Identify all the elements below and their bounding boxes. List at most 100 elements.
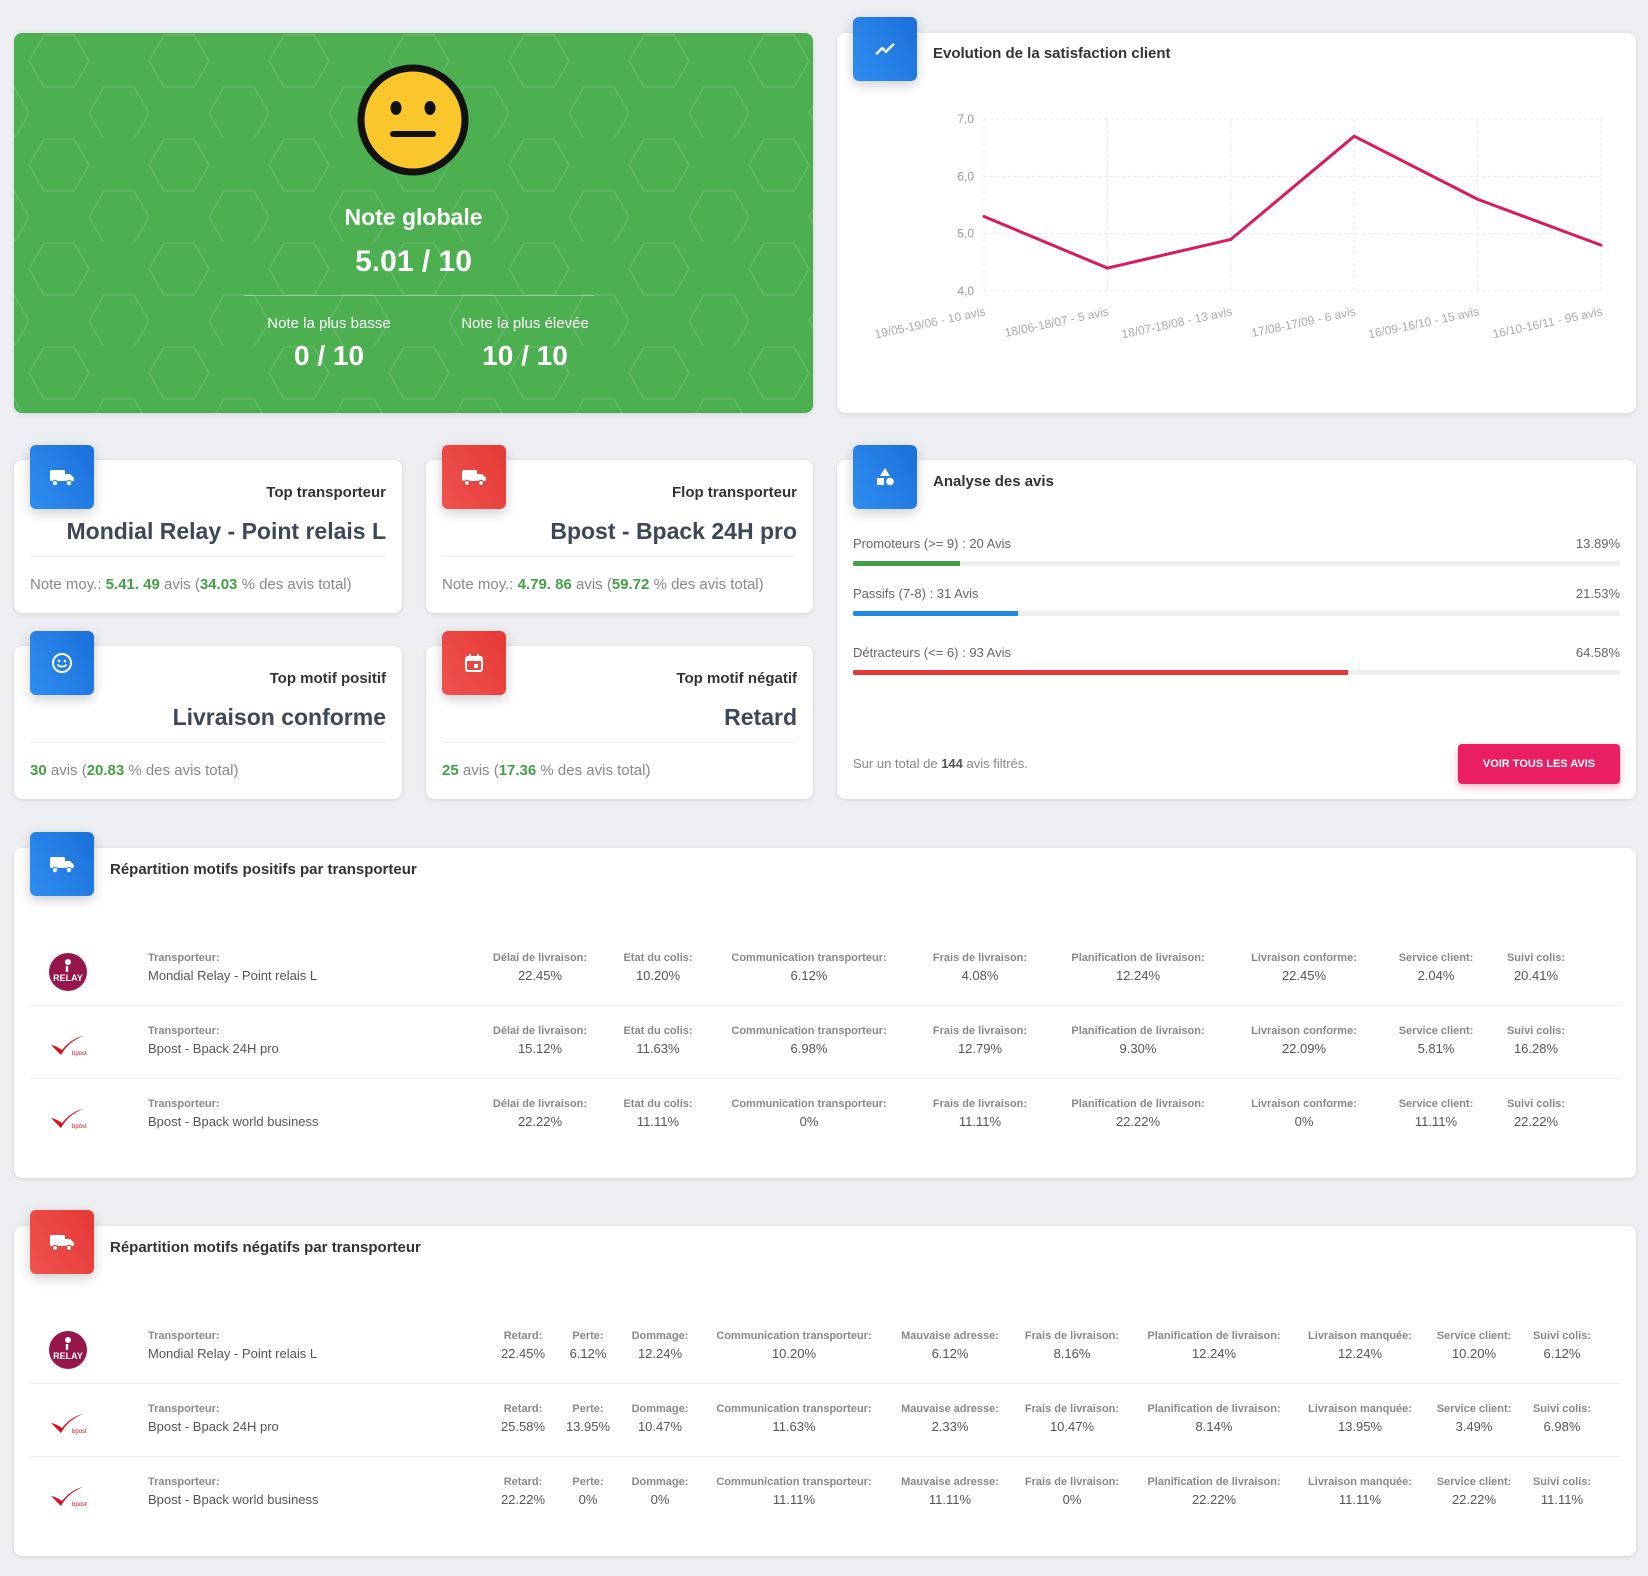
card-title: Evolution de la satisfaction client	[933, 45, 1171, 62]
reason-value: 22.22%	[1115, 1114, 1161, 1129]
top-carrier-value: Mondial Relay - Point relais L	[66, 518, 386, 544]
reason-label: Suivi colis:	[1506, 1025, 1566, 1037]
reason-label: Suivi colis:	[1532, 1403, 1592, 1415]
flop-carrier-value: Bpost - Bpack 24H pro	[550, 518, 797, 544]
reason-label: Etat du colis:	[623, 952, 693, 964]
reason-cell: Perte: 13.95%	[566, 1403, 610, 1434]
table-row: bpost Transporteur: Bpost - Bpack 24H pro R…	[30, 1385, 1620, 1457]
reason-cell: Frais de livraison: 12.79%	[933, 1025, 1027, 1056]
reason-label: Planification de livraison:	[1071, 1098, 1205, 1110]
reason-cell: Service client: 10.20%	[1437, 1330, 1512, 1361]
reason-label: Etat du colis:	[623, 1098, 693, 1110]
reason-value: 13.95%	[565, 1419, 611, 1434]
reason-value: 10.47%	[1049, 1419, 1095, 1434]
top-carrier-footer: Note moy.: 5.41. 49 avis (34.03 % des av…	[30, 576, 352, 593]
reason-label: Retard:	[503, 1403, 543, 1415]
carrier-cell: Transporteur: Bpost - Bpack world busines…	[148, 1476, 319, 1507]
promoters-percent: 13.89%	[1575, 536, 1620, 551]
view-all-reviews-button[interactable]: VOIR TOUS LES AVIS	[1458, 744, 1620, 784]
reason-value: 11.11%	[1540, 1492, 1584, 1507]
reason-value: 25.58%	[500, 1419, 546, 1434]
total-reviews-text: Sur un total de 144 avis filtrés.	[853, 756, 1028, 771]
carrier-name: Bpost - Bpack world business	[148, 1492, 319, 1507]
reason-value: 16.28%	[1513, 1041, 1559, 1056]
promoters-label: Promoteurs (>= 9) : 20 Avis	[853, 536, 1011, 551]
reason-value: 11.11%	[636, 1114, 680, 1129]
reason-value: 8.16%	[1053, 1346, 1091, 1361]
reason-value: 2.04%	[1417, 968, 1455, 983]
svg-text:bpost: bpost	[72, 1051, 87, 1057]
detractors-progress-bar	[853, 670, 1620, 675]
reason-label: Mauvaise adresse:	[901, 1476, 999, 1488]
top-positive-reason-value: Livraison conforme	[172, 704, 386, 730]
y-tick-label: 7,0	[957, 112, 974, 126]
detractors-percent: 64.58%	[1575, 645, 1620, 660]
reason-cell: Mauvaise adresse: 6.12%	[901, 1330, 999, 1361]
reason-label: Frais de livraison:	[1024, 1403, 1120, 1415]
reason-cell: Frais de livraison: 8.16%	[1025, 1330, 1119, 1361]
neutral-face-icon	[357, 64, 469, 176]
promoters-row: Promoteurs (>= 9) : 20 Avis 13.89%	[853, 536, 1620, 566]
reason-value: 5.81%	[1417, 1041, 1455, 1056]
highest-score-label: Note la plus élevée	[461, 315, 589, 332]
reason-value: 12.24%	[1191, 1346, 1237, 1361]
reason-label: Communication transporteur:	[716, 1403, 872, 1415]
smile-icon	[30, 631, 94, 695]
reason-value: 6.98%	[1543, 1419, 1581, 1434]
carrier-key: Transporteur:	[148, 1403, 220, 1415]
carrier-cell: Transporteur: Mondial Relay - Point relai…	[148, 1330, 317, 1361]
top-carrier-label: Top transporteur	[266, 484, 386, 501]
reason-value: 12.24%	[1115, 968, 1161, 983]
bpost-logo: bpost	[48, 1025, 88, 1065]
lowest-score-block: Note la plus basse 0 / 10	[214, 315, 444, 372]
reason-cell: Suivi colis: 16.28%	[1507, 1025, 1565, 1056]
reason-cell: Communication transporteur: 0%	[731, 1098, 886, 1129]
reason-label: Planification de livraison:	[1147, 1403, 1281, 1415]
bpost-logo: bpost	[48, 1403, 88, 1443]
svg-text:bpost: bpost	[72, 1502, 87, 1508]
reason-cell: Etat du colis: 11.63%	[623, 1025, 692, 1056]
reason-value: 0%	[578, 1492, 598, 1507]
reason-label: Communication transporteur:	[731, 1025, 887, 1037]
reason-value: 22.22%	[1451, 1492, 1497, 1507]
x-tick-label: 18/06-18/07 - 5 avis	[1003, 304, 1110, 340]
reason-label: Perte:	[572, 1330, 604, 1342]
reason-label: Délai de livraison:	[492, 952, 588, 964]
reason-cell: Planification de livraison: 8.14%	[1147, 1403, 1280, 1434]
carrier-key: Transporteur:	[148, 1476, 220, 1488]
reason-value: 0%	[650, 1492, 670, 1507]
reason-value: 10.20%	[1451, 1346, 1497, 1361]
data-point	[1599, 243, 1603, 247]
reason-value: 11.63%	[772, 1419, 816, 1434]
reason-value: 22.45%	[517, 968, 563, 983]
reason-value: 11.11%	[772, 1492, 816, 1507]
reason-label: Service client:	[1436, 1330, 1512, 1342]
reason-value: 4.08%	[961, 968, 999, 983]
mondial-relay-logo: RELAY	[48, 952, 88, 992]
reason-label: Planification de livraison:	[1147, 1330, 1281, 1342]
top-negative-reason-footer: 25 avis (17.36 % des avis total)	[442, 762, 651, 779]
table-row: bpost Transporteur: Bpost - Bpack 24H pro D…	[30, 1007, 1620, 1079]
data-point	[1352, 134, 1356, 138]
reason-value: 6.98%	[790, 1041, 828, 1056]
carrier-key: Transporteur:	[148, 1098, 220, 1110]
reason-label: Communication transporteur:	[731, 952, 887, 964]
reason-cell: Suivi colis: 6.12%	[1533, 1330, 1591, 1361]
detractors-row: Détracteurs (<= 6) : 93 Avis 64.58%	[853, 645, 1620, 675]
reason-label: Perte:	[572, 1403, 604, 1415]
reason-label: Communication transporteur:	[716, 1330, 872, 1342]
reason-label: Service client:	[1436, 1403, 1512, 1415]
data-point	[1229, 237, 1233, 241]
carrier-name: Mondial Relay - Point relais L	[148, 1346, 318, 1361]
bpost-logo: bpost	[48, 1476, 88, 1516]
highest-score-block: Note la plus élevée 10 / 10	[410, 315, 640, 372]
reason-cell: Communication transporteur: 6.12%	[731, 952, 886, 983]
reason-value: 11.63%	[636, 1041, 680, 1056]
reason-value: 0%	[799, 1114, 819, 1129]
card-title: Répartition motifs positifs par transpor…	[110, 861, 417, 878]
reason-cell: Frais de livraison: 0%	[1025, 1476, 1119, 1507]
reason-value: 11.11%	[958, 1114, 1002, 1129]
reason-label: Frais de livraison:	[1024, 1476, 1120, 1488]
reason-cell: Suivi colis: 22.22%	[1507, 1098, 1565, 1129]
reason-cell: Délai de livraison: 15.12%	[493, 1025, 587, 1056]
